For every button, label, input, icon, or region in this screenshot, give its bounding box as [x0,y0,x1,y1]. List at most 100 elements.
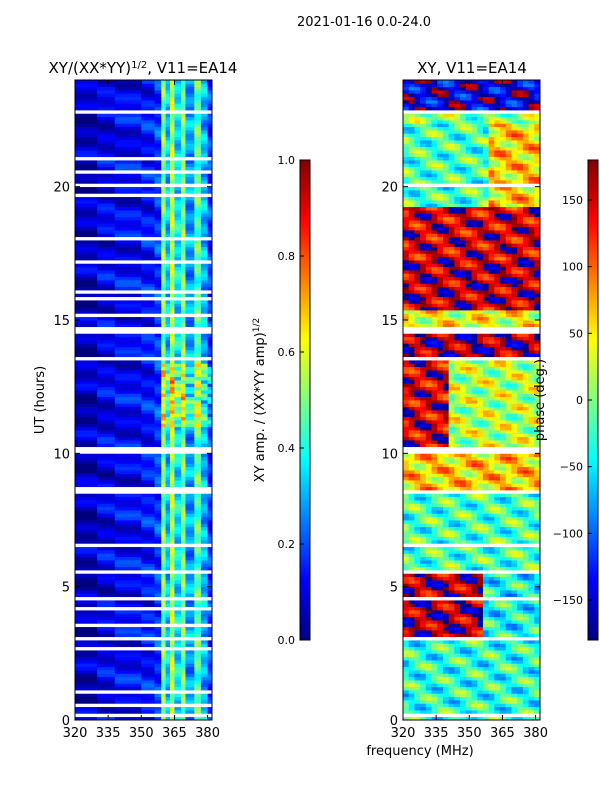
amplitude-cell [194,246,202,251]
amplitude-cell [97,220,116,224]
amplitude-cell [75,716,98,721]
amplitude-cell [165,283,171,288]
phase-cell [420,443,427,448]
amplitude-cell [165,163,171,168]
phase-cell [454,636,461,641]
phase-cell [500,563,507,568]
phase-cell [465,613,472,618]
amplitude-cell [161,323,166,328]
phase-cell [460,556,467,561]
phase-cell [471,636,478,641]
phase-cell [534,593,541,598]
phase-cell [500,703,507,708]
amplitude-cell [114,580,142,584]
amplitude-cell [165,310,171,314]
phase-cell [414,566,421,571]
amplitude-cell [114,500,142,504]
amplitude-cell [170,650,175,654]
amplitude-cell [161,336,166,341]
phase-cell [477,560,484,564]
phase-cell [482,496,490,501]
amplitude-cell [174,610,182,614]
phase-cell [505,510,512,514]
amplitude-cell [154,103,162,108]
amplitude-cell [154,380,162,384]
amplitude-cell [97,400,116,404]
amplitude-cell [141,336,155,341]
amplitude-cell [141,470,155,474]
phase-cell [460,466,467,471]
phase-cell [511,713,518,718]
phase-cell [460,713,467,718]
amplitude-cell [114,250,142,254]
phase-cell [442,666,450,671]
amplitude-cell [200,250,208,254]
amplitude-cell [154,443,162,448]
phase-cell [500,420,507,424]
amplitude-cell [97,413,116,418]
amplitude-cell [185,453,195,458]
amplitude-cell [200,173,208,178]
amplitude-cell [165,136,171,141]
amplitude-cell [170,326,175,331]
phase-cell [522,716,529,721]
phase-cell [471,526,478,531]
phase-cell [488,620,495,624]
amplitude-cell [154,163,162,168]
phase-cell [460,703,467,708]
amplitude-cell [114,360,142,364]
amplitude-cell [97,476,116,481]
amplitude-cell [75,373,98,378]
phase-cell [425,620,432,624]
phase-cell [528,490,535,494]
phase-cell [528,666,535,671]
amplitude-cell [161,493,166,498]
phase-cell [437,516,444,521]
amplitude-cell [200,606,208,611]
phase-cell [403,526,410,531]
phase-cell [454,703,461,708]
amplitude-cell [170,150,175,154]
phase-cell [448,630,455,634]
amplitude-cell [141,363,155,368]
amplitude-cell [154,650,162,654]
phase-cell [465,660,472,664]
amplitude-cell [75,480,98,484]
phase-cell [437,710,444,714]
amplitude-cell [181,320,186,324]
phase-cell [465,410,472,414]
phase-cell [437,453,444,458]
phase-cell [477,493,484,498]
phase-cell [437,653,444,658]
phase-cell [454,466,461,471]
phase-cell [494,636,501,641]
phase-cell [465,633,472,638]
phase-cell [454,503,461,508]
amplitude-cell [141,283,155,288]
amplitude-cell [170,410,175,414]
phase-cell [511,526,518,531]
amplitude-cell [165,330,171,334]
phase-cell [420,416,427,421]
phase-cell [408,463,415,468]
phase-cell [408,476,415,481]
phase-cell [437,630,444,634]
amplitude-cell [181,626,186,631]
phase-cell [465,543,472,548]
amplitude-cell [114,86,142,91]
colorbar-tick-label: 1.0 [278,154,296,167]
phase-cell [528,443,535,448]
phase-cell [454,416,461,421]
amplitude-cell [161,213,166,218]
phase-cell [448,570,455,574]
amplitude-cell [185,420,195,424]
phase-cell [471,653,478,658]
phase-cell [465,513,472,518]
amplitude-cell [194,706,202,711]
phase-cell [517,443,524,448]
phase-cell [414,483,421,488]
amplitude-cell [174,443,182,448]
amplitude-cell [141,576,155,581]
amplitude-cell [200,283,208,288]
phase-cell [488,676,495,681]
